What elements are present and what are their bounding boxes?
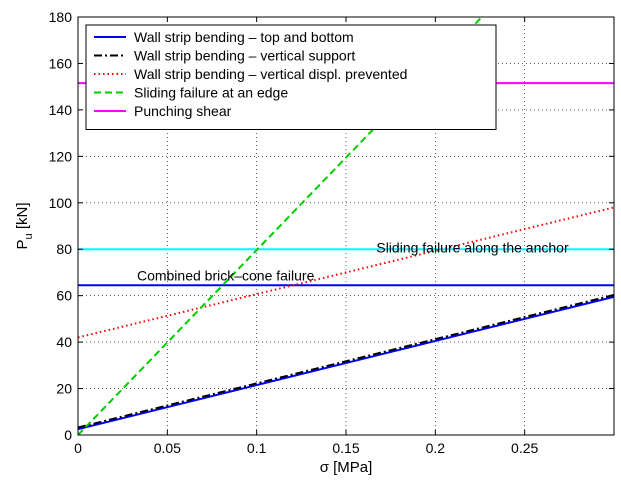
x-tick-label: 0.1 — [247, 440, 267, 456]
annotations: Sliding failure along the anchor Combined… — [137, 240, 569, 284]
legend: Wall strip bending – top and bottom Wall … — [85, 24, 497, 130]
x-tick-label: 0 — [74, 440, 82, 456]
series-line — [78, 206, 614, 339]
y-axis-label: Pu [kN] — [14, 203, 35, 250]
legend-label: Wall strip bending – vertical displ. pre… — [134, 66, 407, 82]
legend-label: Sliding failure at an edge — [134, 85, 288, 101]
x-tick-label: 0.2 — [426, 440, 446, 456]
y-tick-label: 40 — [56, 334, 72, 350]
series-line — [78, 295, 614, 431]
series-line — [78, 293, 614, 429]
y-tick-label: 180 — [49, 9, 73, 25]
axes: 0 0.05 0.1 0.15 0.2 0.25 0 20 40 60 80 100 120 140 160… — [14, 9, 615, 476]
legend-label: Punching shear — [134, 103, 232, 119]
chart-annotation: Combined brick–cone failure — [137, 268, 315, 284]
y-tick-label: 100 — [49, 195, 73, 211]
legend-box — [85, 24, 497, 130]
y-tick-label: 20 — [56, 381, 72, 397]
y-tick-label: 140 — [49, 102, 73, 118]
x-tick-label: 0.25 — [511, 440, 538, 456]
y-tick-label: 120 — [49, 148, 73, 164]
x-axis-label: σ [MPa] — [320, 459, 373, 476]
chart-annotation: Sliding failure along the anchor — [376, 240, 569, 256]
legend-label: Wall strip bending – vertical support — [134, 48, 355, 64]
y-tick-label: 60 — [56, 288, 72, 304]
x-tick-label: 0.05 — [154, 440, 181, 456]
y-tick-label: 0 — [64, 427, 72, 443]
y-tick-label: 80 — [56, 241, 72, 257]
legend-label: Wall strip bending – top and bottom — [134, 29, 354, 45]
y-tick-label: 160 — [49, 55, 73, 71]
x-tick-label: 0.15 — [332, 440, 359, 456]
